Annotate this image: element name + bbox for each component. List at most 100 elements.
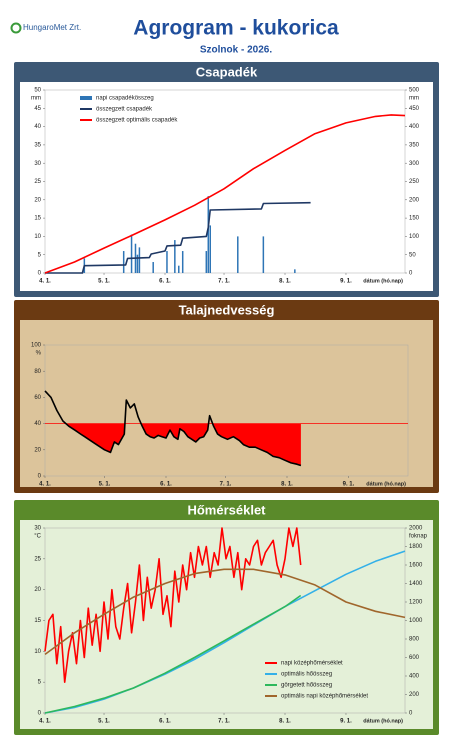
bar — [136, 254, 139, 273]
y2-unit: mm — [409, 96, 419, 102]
y-tick-label: 5 — [38, 680, 42, 686]
y-tick-label: 30 — [34, 526, 41, 532]
bar — [237, 236, 239, 273]
y2-tick-label: 0 — [409, 271, 413, 277]
y-unit: °C — [34, 534, 41, 540]
y-tick-label: 0 — [38, 474, 42, 480]
y2-tick-label: 350 — [409, 142, 420, 148]
series-line — [44, 550, 406, 714]
y-tick-label: 20 — [34, 587, 41, 593]
bar — [181, 251, 184, 273]
y-tick-label: 45 — [34, 106, 41, 112]
page-subtitle: Szolnok - 2026. — [200, 45, 272, 56]
legend-label: összegzett csapadék — [96, 107, 153, 113]
x-axis-label: dátum (hó.nap) — [363, 718, 403, 724]
y-unit: % — [36, 351, 42, 357]
legend-label: napi középhőmérséklet — [281, 661, 343, 667]
y2-tick-label: 300 — [409, 161, 420, 167]
bar — [209, 225, 211, 273]
legend-label: görgetett hőösszeg — [281, 683, 332, 689]
x-tick-label: 8. 1. — [279, 279, 291, 285]
y2-tick-label: 450 — [409, 106, 420, 112]
y-tick-label: 5 — [38, 252, 42, 258]
series-line — [44, 568, 406, 656]
series-line — [44, 594, 302, 714]
plot-area — [44, 527, 406, 714]
y-tick-label: 0 — [38, 711, 42, 717]
logo-icon — [10, 22, 22, 34]
x-tick-label: 9. 1. — [340, 279, 352, 285]
panel-title: Csapadék — [196, 64, 258, 79]
panel-title: Hőmérséklet — [187, 502, 266, 517]
legend-label: napi csapadékösszeg — [96, 96, 154, 102]
logo: HungaroMet Zrt. — [23, 23, 81, 32]
series-line — [44, 527, 302, 683]
series-line — [44, 114, 406, 274]
bar — [166, 251, 168, 273]
y-tick-label: 20 — [34, 197, 41, 203]
page-title: Agrogram - kukorica — [133, 17, 339, 40]
bar — [138, 247, 141, 273]
y-tick-label: 15 — [34, 618, 41, 624]
y2-tick-label: 2000 — [409, 526, 423, 532]
y2-tick-label: 100 — [409, 234, 420, 240]
y-tick-label: 15 — [34, 216, 41, 222]
x-tick-label: 4. 1. — [39, 719, 51, 725]
y-tick-label: 100 — [31, 343, 42, 349]
y2-tick-label: 50 — [409, 252, 416, 258]
y2-tick-label: 1200 — [409, 600, 423, 606]
y2-tick-label: 200 — [409, 197, 420, 203]
y-tick-label: 0 — [38, 271, 42, 277]
y-tick-label: 40 — [34, 124, 41, 130]
y2-tick-label: 1800 — [409, 544, 423, 550]
y-tick-label: 20 — [34, 447, 41, 453]
x-tick-label: 7. 1. — [218, 719, 230, 725]
plot-area — [44, 89, 406, 274]
x-tick-label: 4. 1. — [39, 279, 51, 285]
bar — [174, 240, 176, 273]
y-tick-label: 40 — [34, 421, 41, 427]
x-tick-label: 5. 1. — [98, 719, 110, 725]
deficit-area — [65, 423, 301, 466]
x-tick-label: 7. 1. — [220, 482, 232, 488]
x-tick-label: 6. 1. — [159, 279, 171, 285]
series-line — [44, 390, 302, 467]
bar — [207, 196, 210, 273]
x-tick-label: 6. 1. — [160, 482, 172, 488]
x-tick-label: 7. 1. — [218, 279, 230, 285]
y-tick-label: 60 — [34, 395, 41, 401]
y-tick-label: 50 — [34, 88, 41, 94]
bar — [205, 251, 208, 273]
y2-tick-label: 0 — [409, 711, 413, 717]
y-tick-label: 10 — [34, 234, 41, 240]
x-tick-label: 5. 1. — [98, 279, 110, 285]
plot-area — [44, 344, 409, 477]
y-tick-label: 80 — [34, 369, 41, 375]
y2-tick-label: 150 — [409, 216, 420, 222]
x-tick-label: 4. 1. — [39, 482, 51, 488]
y2-tick-label: 400 — [409, 674, 420, 680]
y-tick-label: 10 — [34, 649, 41, 655]
y2-tick-label: 1600 — [409, 563, 423, 569]
bar — [262, 236, 265, 273]
x-tick-label: 9. 1. — [340, 719, 352, 725]
y2-tick-label: 500 — [409, 88, 420, 94]
x-tick-label: 8. 1. — [279, 719, 291, 725]
panel-title: Talajnedvesség — [179, 302, 275, 317]
legend-label: összegzett optimális csapadék — [96, 118, 178, 124]
bar — [294, 269, 296, 273]
x-tick-label: 8. 1. — [281, 482, 293, 488]
y2-unit: foknap — [409, 534, 428, 540]
bar — [122, 251, 125, 273]
legend-label: optimális hőösszeg — [281, 672, 332, 678]
legend-swatch — [80, 96, 92, 100]
x-tick-label: 9. 1. — [343, 482, 355, 488]
legend-label: optimális napi középhőmérséklet — [281, 694, 368, 700]
y-tick-label: 30 — [34, 161, 41, 167]
y2-tick-label: 250 — [409, 179, 420, 185]
y2-tick-label: 800 — [409, 637, 420, 643]
y2-tick-label: 600 — [409, 655, 420, 661]
y-tick-label: 25 — [34, 179, 41, 185]
y-tick-label: 25 — [34, 556, 41, 562]
